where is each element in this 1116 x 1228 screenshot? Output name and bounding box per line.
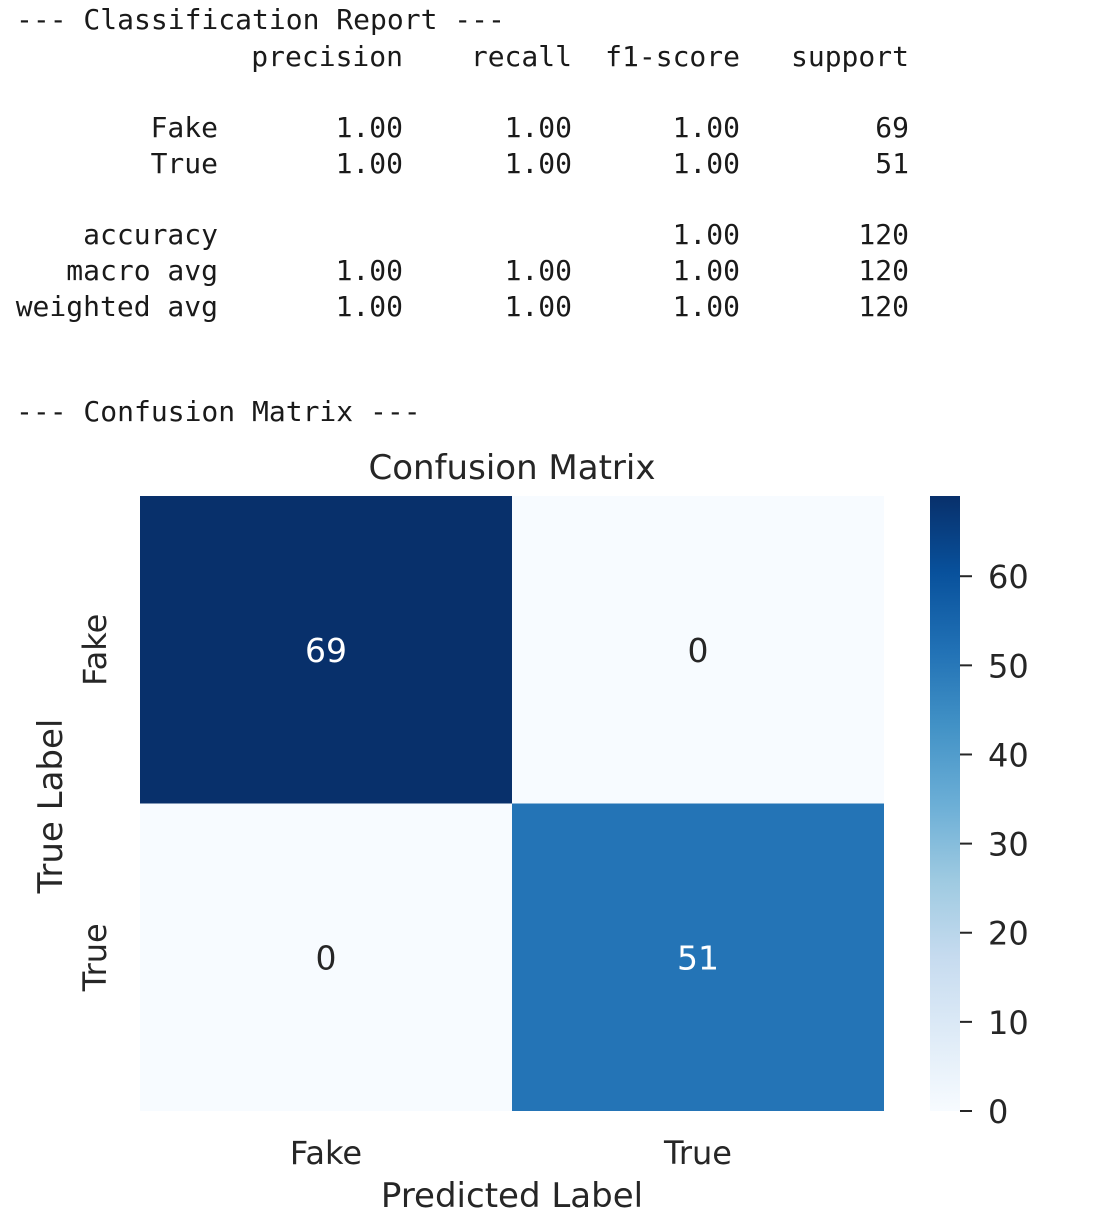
report-cell: 1.00 — [672, 111, 740, 144]
report-cell: 1.00 — [504, 147, 572, 180]
report-column-header: precision — [251, 40, 403, 73]
chart-title: Confusion Matrix — [369, 448, 656, 488]
confusion-matrix-heading: --- Confusion Matrix --- — [16, 395, 421, 428]
x-tick-label: Fake — [290, 1134, 362, 1172]
colorbar-tick-label: 40 — [988, 736, 1029, 774]
report-column-header: recall — [470, 40, 572, 73]
x-axis-label: Predicted Label — [381, 1176, 643, 1216]
report-cell: 69 — [875, 111, 909, 144]
report-cell: 51 — [875, 147, 909, 180]
y-tick-label: True — [76, 923, 114, 992]
report-cell: 1.00 — [335, 290, 403, 323]
colorbar-tick-label: 20 — [988, 915, 1029, 953]
report-cell: 1.00 — [335, 111, 403, 144]
heatmap-cell — [512, 496, 884, 804]
report-heading: --- Classification Report --- — [16, 3, 505, 36]
report-cell: 1.00 — [672, 218, 740, 251]
colorbar-tick-label: 50 — [988, 647, 1029, 685]
colorbar-tick-label: 10 — [988, 1004, 1029, 1042]
heatmap-annotation: 0 — [316, 938, 337, 977]
report-cell: 1.00 — [672, 290, 740, 323]
report-row-label: Fake — [150, 111, 218, 144]
heatmap-annotation: 51 — [677, 938, 719, 977]
report-cell: 1.00 — [672, 254, 740, 287]
colorbar-tick-label: 60 — [988, 558, 1029, 596]
colorbar — [930, 496, 960, 1111]
report-row-label: weighted avg — [15, 290, 218, 323]
report-cell: 120 — [858, 218, 909, 251]
report-row-label: accuracy — [83, 218, 218, 251]
report-cell: 1.00 — [335, 254, 403, 287]
heatmap-annotation: 69 — [305, 631, 347, 670]
report-column-header: f1-score — [605, 40, 740, 73]
colorbar-tick-label: 0 — [988, 1093, 1008, 1131]
report-row-label: True — [150, 147, 218, 180]
report-row-label: macro avg — [66, 254, 218, 287]
y-tick-label: Fake — [76, 614, 114, 686]
classification-report-table: precision recall f1-score support Fake 1.00 1.… — [0, 0, 1116, 380]
heatmap-cell — [512, 803, 884, 1111]
report-cell: 1.00 — [504, 290, 572, 323]
report-column-header: support — [790, 40, 909, 73]
x-tick-label: True — [663, 1134, 732, 1172]
report-cell: 1.00 — [504, 254, 572, 287]
report-cell: 120 — [858, 290, 909, 323]
colorbar-tick-label: 30 — [988, 826, 1029, 864]
heatmap-cell — [140, 496, 512, 804]
report-cell: 1.00 — [335, 147, 403, 180]
report-cell: 1.00 — [504, 111, 572, 144]
report-cell: 1.00 — [672, 147, 740, 180]
heatmap-cell — [140, 803, 512, 1111]
report-cell: 120 — [858, 254, 909, 287]
y-axis-label: True Label — [31, 719, 71, 895]
heatmap-annotation: 0 — [688, 631, 709, 670]
